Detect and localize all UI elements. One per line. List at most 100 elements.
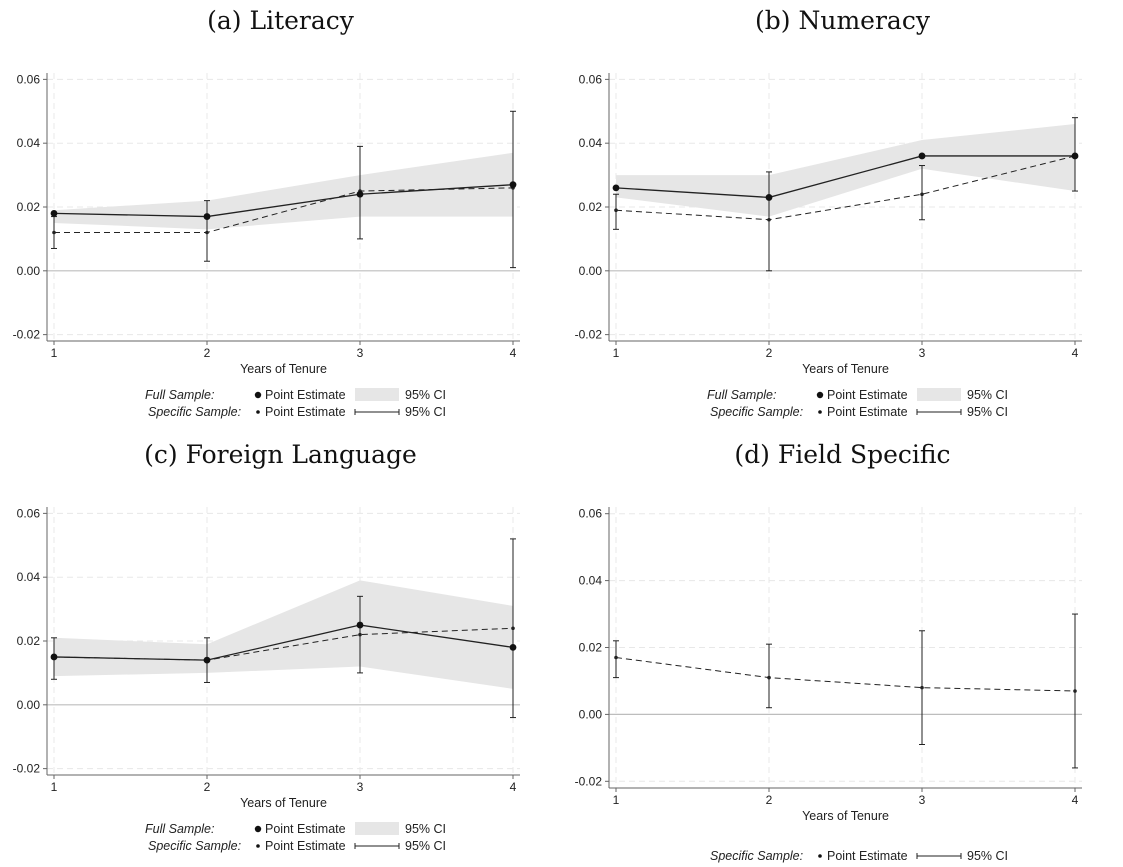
y-tick-label: 0.06: [17, 506, 41, 520]
specific-sample-line: [54, 187, 514, 234]
legend-full-ci-label: 95% CI: [405, 388, 446, 402]
y-tick-label: 0.00: [17, 264, 41, 278]
legend-specific-point-marker: [818, 410, 822, 414]
legend-full-point-label: Point Estimate: [265, 822, 346, 836]
full-sample-ci-band: [54, 152, 513, 230]
legend-specific-point-label: Point Estimate: [827, 849, 908, 863]
y-tick-label: -0.02: [575, 328, 603, 342]
full-sample-line: [53, 624, 514, 661]
y-tick-label: 0.02: [17, 634, 41, 648]
full-point-estimate: [612, 184, 620, 192]
legend-full-point-marker: [254, 391, 262, 399]
x-axis-label: Years of Tenure: [802, 809, 889, 823]
legend-specific-sample-label: Specific Sample:: [148, 839, 241, 853]
full-sample-line: [53, 184, 514, 218]
specific-point-estimate: [1073, 689, 1077, 693]
chart-literacy: 0.06 0.04 0.02 0.00 -0.02 1 2 3 4 Years of Tenure…: [13, 72, 520, 419]
specific-point-estimate: [920, 685, 924, 690]
x-tick-label: 4: [1072, 793, 1079, 807]
specific-point-estimate: [614, 208, 618, 212]
specific-point-estimate: [767, 217, 771, 222]
y-tick-label: 0.04: [17, 136, 41, 150]
y-tick-label: -0.02: [575, 774, 603, 788]
y-tick-label: 0.06: [579, 72, 603, 86]
full-point-estimate: [50, 209, 58, 217]
full-point-estimate: [1071, 152, 1079, 160]
y-tick-label: -0.02: [13, 762, 41, 776]
legend-full-point-marker: [816, 391, 824, 399]
legend-full-point-label: Point Estimate: [827, 388, 908, 402]
legend-specific-point-marker: [818, 854, 822, 858]
chart-foreign-language: 0.06 0.04 0.02 0.00 -0.02 1 2 3 4 Years of Tenure…: [13, 506, 520, 853]
x-tick-label: 3: [357, 780, 364, 794]
legend-full-ci-swatch: [355, 822, 399, 835]
x-tick-label: 3: [919, 346, 926, 360]
legend-specific-ci-label: 95% CI: [405, 405, 446, 419]
legend-full-sample-label: Full Sample:: [145, 388, 214, 402]
panel-title: (d) Field Specific: [734, 440, 951, 469]
y-tick-label: 0.00: [579, 707, 603, 721]
specific-sample-line: [615, 155, 1076, 221]
panel-title: (c) Foreign Language: [144, 440, 417, 469]
full-point-estimate: [509, 643, 517, 651]
legend-full-ci-label: 95% CI: [967, 388, 1008, 402]
full-point-estimate: [356, 621, 364, 629]
legend-specific-point-label: Point Estimate: [265, 405, 346, 419]
y-tick-label: 0.06: [579, 507, 603, 521]
legend-specific-ci-label: 95% CI: [967, 849, 1008, 863]
x-tick-label: 1: [51, 780, 58, 794]
legend-specific-point-label: Point Estimate: [827, 405, 908, 419]
full-point-estimate: [765, 194, 773, 201]
x-axis-label: Years of Tenure: [240, 796, 327, 810]
legend-full-point-marker: [254, 825, 262, 833]
y-tick-label: 0.02: [579, 200, 603, 214]
legend-full-ci-label: 95% CI: [405, 822, 446, 836]
y-tick-label: 0.06: [17, 72, 41, 86]
panel-literacy: (a) Literacy 0.06 0.04 0.02 0.00 -0.02 1 2 3 4 Ye…: [0, 0, 561, 433]
specific-point-estimate: [767, 675, 771, 680]
x-tick-label: 2: [204, 346, 211, 360]
legend-specific-sample-label: Specific Sample:: [710, 849, 803, 863]
full-point-estimate: [509, 181, 517, 189]
specific-sample-line: [615, 657, 1076, 692]
y-tick-label: 0.04: [579, 136, 603, 150]
x-axis-label: Years of Tenure: [240, 362, 327, 376]
y-tick-label: 0.00: [17, 698, 41, 712]
legend-specific-sample-label: Specific Sample:: [148, 405, 241, 419]
x-tick-label: 2: [766, 346, 773, 360]
legend-full-point-label: Point Estimate: [265, 388, 346, 402]
full-point-estimate: [50, 653, 58, 661]
y-tick-label: 0.02: [17, 200, 41, 214]
x-tick-label: 4: [510, 346, 517, 360]
full-sample-ci-band: [616, 124, 1075, 217]
chart-numeracy: 0.06 0.04 0.02 0.00 -0.02 1 2 3 4 Years of Tenure…: [575, 72, 1082, 419]
legend: Full Sample: Point Estimate 95% CI Specific…: [145, 388, 446, 419]
specific-sample-line: [53, 627, 514, 661]
legend-specific-ci-label: 95% CI: [967, 405, 1008, 419]
y-tick-label: 0.02: [579, 641, 603, 655]
chart-field-specific: 0.06 0.04 0.02 0.00 -0.02 1 2 3 4 Years of Tenure…: [575, 507, 1082, 863]
y-tick-label: 0.00: [579, 264, 603, 278]
x-tick-label: 1: [51, 346, 58, 360]
specific-point-estimate: [358, 632, 362, 637]
x-tick-label: 4: [510, 780, 517, 794]
x-tick-label: 4: [1072, 346, 1079, 360]
y-tick-label: 0.04: [579, 574, 603, 588]
full-point-estimate: [203, 656, 211, 664]
legend-specific-point-marker: [256, 410, 260, 414]
full-point-estimate: [203, 213, 211, 220]
specific-point-estimate: [205, 230, 209, 235]
legend-full-sample-label: Full Sample:: [145, 822, 214, 836]
specific-point-estimate: [52, 230, 56, 235]
legend-full-ci-swatch: [917, 388, 961, 401]
specific-point-estimate: [614, 655, 618, 660]
legend-specific-ci-label: 95% CI: [405, 839, 446, 853]
legend: Specific Sample: Point Estimate 95% CI: [710, 849, 1008, 863]
panel-title: (b) Numeracy: [755, 6, 930, 35]
y-tick-label: 0.04: [17, 570, 41, 584]
panel-foreign-language: (c) Foreign Language 0.06 0.04 0.02 0.00 -0.…: [0, 434, 561, 867]
y-tick-label: -0.02: [13, 328, 41, 342]
x-tick-label: 3: [919, 793, 926, 807]
x-tick-label: 1: [613, 346, 620, 360]
x-axis-label: Years of Tenure: [802, 362, 889, 376]
